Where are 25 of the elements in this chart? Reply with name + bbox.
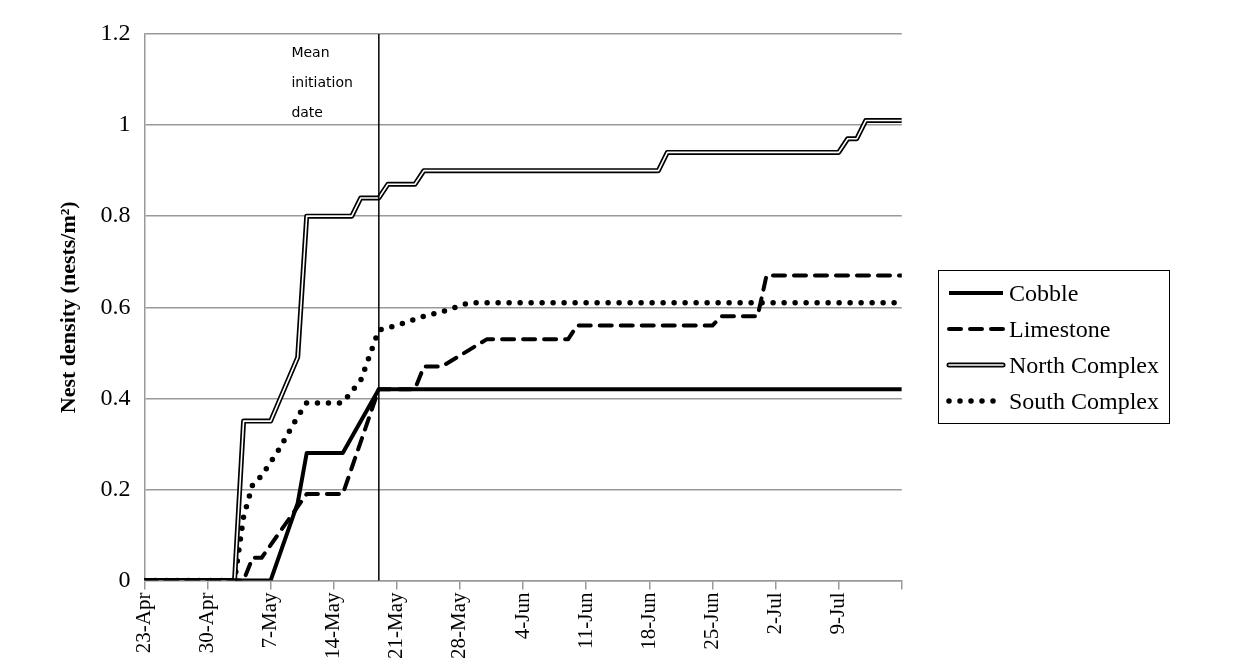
x-tick-label: 28-May <box>446 592 471 660</box>
x-tick-label: 30-Apr <box>194 592 219 654</box>
x-tick-label: 9-Jul <box>825 592 850 635</box>
x-tick-label: 21-May <box>383 592 408 660</box>
y-tick-label: 0 <box>118 565 131 592</box>
x-tick-label: 4-Jun <box>509 592 534 640</box>
legend-label: Cobble <box>1009 279 1079 309</box>
x-tick-label: 25-Jun <box>698 592 723 650</box>
legend-label: South Complex <box>1009 387 1160 417</box>
y-tick-label: 0.8 <box>100 201 131 228</box>
ref-line-label: Mean initiation date <box>291 43 353 120</box>
y-axis-title: Nest density (nests/m²) <box>54 201 80 414</box>
y-tick-label: 1.2 <box>100 19 131 46</box>
y-tick-label: 0.6 <box>100 292 131 319</box>
y-tick-label: 0.4 <box>100 383 131 410</box>
x-tick-label: 18-Jun <box>635 592 660 650</box>
y-tick-label: 1 <box>118 110 131 137</box>
legend-label: Limestone <box>1009 315 1111 345</box>
y-tick-label: 0.2 <box>100 474 131 501</box>
legend-label: North Complex <box>1009 351 1159 381</box>
x-tick-label: 7-May <box>257 592 282 649</box>
x-tick-label: 14-May <box>320 592 345 660</box>
x-tick-label: 2-Jul <box>762 592 787 635</box>
x-tick-label: 11-Jun <box>572 592 597 649</box>
x-tick-label: 23-Apr <box>130 592 155 654</box>
